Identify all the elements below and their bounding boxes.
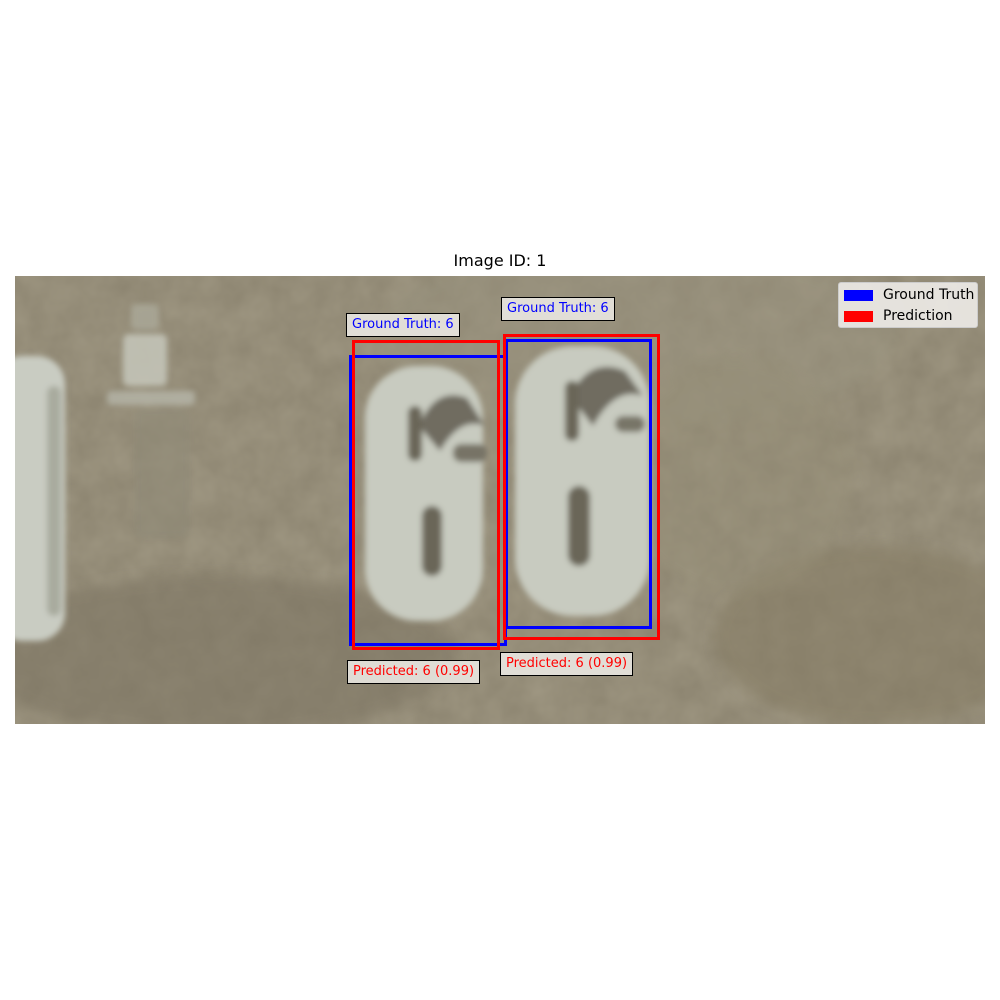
digit-6-first [365,366,487,621]
figure-title: Image ID: 1 [453,251,547,270]
prediction-box-1 [352,340,500,650]
legend-swatch-prediction [844,310,873,322]
ground-truth-box-2 [505,339,652,629]
ground-truth-label-2: Ground Truth: 6 [501,297,615,321]
legend-entry-ground-truth: Ground Truth [844,286,974,304]
legend: Ground Truth Prediction [838,282,978,328]
photo-image [15,276,985,724]
street-number-photo [15,276,985,724]
blurred-fixture [107,304,195,538]
partial-digit-left [15,356,65,641]
legend-entry-prediction: Prediction [844,307,953,325]
legend-swatch-ground-truth [844,289,873,301]
prediction-label-2: Predicted: 6 (0.99) [500,652,634,676]
digit-6-second [515,346,650,616]
prediction-label-1: Predicted: 6 (0.99) [347,660,481,684]
ground-truth-label-1: Ground Truth: 6 [346,313,460,337]
legend-label-ground-truth: Ground Truth [883,287,975,303]
legend-label-prediction: Prediction [883,308,953,324]
prediction-box-2 [503,334,660,640]
